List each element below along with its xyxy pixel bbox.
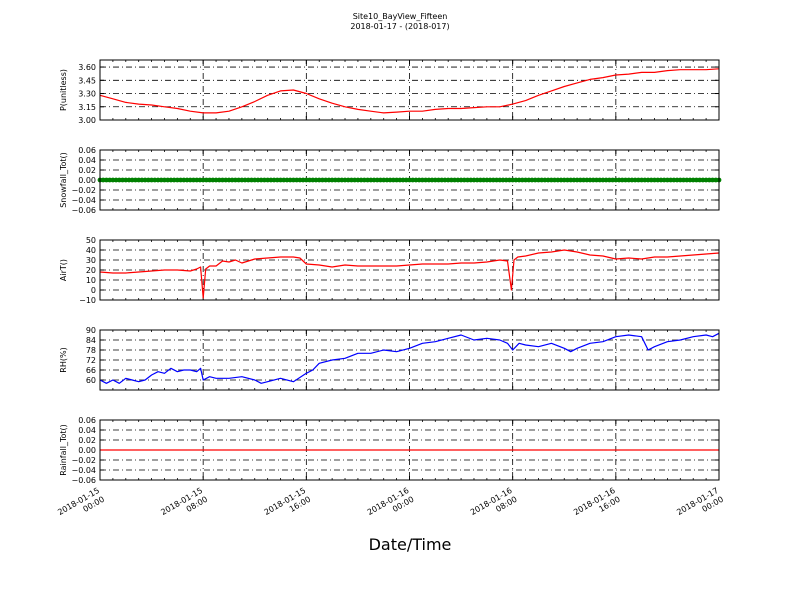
figure-title: Site10_BayView_Fifteen — [353, 12, 448, 21]
y-tick-label: 84 — [86, 336, 96, 345]
y-tick-label: 0.02 — [78, 436, 96, 445]
series-0-line — [99, 249, 720, 299]
y-tick-label: 10 — [86, 276, 96, 285]
x-axis-label: Date/Time — [369, 535, 452, 554]
y-tick-label: 30 — [86, 256, 96, 265]
y-axis-label: Rainfall_Tot() — [59, 424, 68, 476]
plot-frame — [99, 149, 720, 211]
y-tick-label: 3.15 — [78, 103, 96, 112]
series-0-line — [99, 68, 720, 114]
y-tick-label: 60 — [86, 376, 96, 385]
plot-frame — [99, 239, 720, 301]
y-tick-label: −0.04 — [71, 196, 96, 205]
y-tick-label: −0.02 — [71, 456, 96, 465]
y-tick-label: 78 — [86, 346, 96, 355]
panel-0: 3.00 3.15 3.30 3.45 3.60 P(unitless) — [59, 59, 720, 125]
series-0 — [97, 177, 722, 183]
y-tick-label: −0.04 — [71, 466, 96, 475]
chart-panels: 3.003.153.303.453.60P(unitless)−0.06−0.0… — [59, 59, 722, 485]
plot-frame — [99, 329, 720, 391]
y-tick-label: −0.06 — [71, 206, 96, 215]
y-tick-label: 20 — [86, 266, 96, 275]
y-tick-label: 66 — [86, 366, 96, 375]
y-axis-label: P(unitless) — [59, 69, 68, 111]
y-tick-label: 0.04 — [78, 156, 96, 165]
panel-4: −0.06−0.04−0.020.000.020.040.06 Rainfall_… — [59, 416, 720, 485]
y-tick-label: 0.06 — [78, 146, 96, 155]
y-axis-label: Snowfall_Tot() — [59, 152, 68, 208]
y-tick-label: 3.45 — [78, 76, 96, 85]
series-0-line — [99, 332, 720, 384]
y-tick-label: 0.04 — [78, 426, 96, 435]
y-tick-label: 0.02 — [78, 166, 96, 175]
y-tick-label: 50 — [86, 236, 96, 245]
plot-frame — [99, 59, 720, 121]
y-tick-label: 0.00 — [78, 176, 96, 185]
y-tick-label: 72 — [86, 356, 96, 365]
y-tick-label: 3.60 — [78, 63, 96, 72]
y-axis-label: AirT() — [59, 259, 68, 281]
panel-1: −0.06−0.04−0.020.000.020.040.06 Snowfall_… — [59, 146, 722, 215]
y-tick-label: 0 — [91, 286, 96, 295]
y-tick-label: 40 — [86, 246, 96, 255]
y-tick-label: 3.30 — [78, 90, 96, 99]
y-tick-label: −0.02 — [71, 186, 96, 195]
y-tick-label: 90 — [86, 326, 96, 335]
y-axis-label: RH(%) — [59, 347, 68, 372]
y-tick-label: −0.06 — [71, 476, 96, 485]
y-tick-label: −10 — [79, 296, 96, 305]
y-tick-label: 0.00 — [78, 446, 96, 455]
plot-frame — [99, 419, 720, 481]
y-tick-label: 0.06 — [78, 416, 96, 425]
figure-subtitle: 2018-01-17 - (2018-017) — [350, 22, 449, 31]
y-tick-label: 3.00 — [78, 116, 96, 125]
